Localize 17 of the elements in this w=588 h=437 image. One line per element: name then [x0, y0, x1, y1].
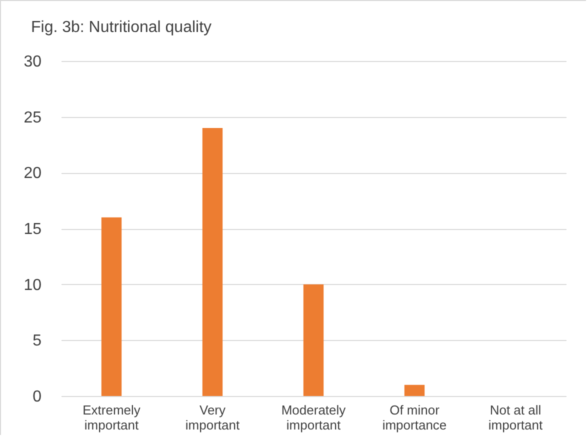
bar — [101, 217, 122, 396]
chart-title: Fig. 3b: Nutritional quality — [31, 19, 212, 36]
y-tick-label: 5 — [32, 332, 42, 350]
y-tick-label: 0 — [32, 388, 42, 406]
bar — [202, 128, 223, 396]
y-tick-label: 20 — [24, 165, 42, 182]
x-tick-label: Not at all important — [488, 402, 543, 432]
x-tick-label: Very important — [185, 402, 240, 432]
x-tick-label: Moderately important — [281, 402, 346, 432]
y-tick-label: 30 — [24, 54, 42, 70]
y-tick-label: 25 — [24, 109, 42, 126]
y-tick-label: 15 — [24, 221, 42, 238]
bar — [303, 284, 324, 396]
bar — [404, 384, 425, 396]
y-tick-label: 10 — [24, 276, 42, 294]
x-tick-label: Of minor importance — [382, 402, 447, 432]
x-tick-label: Extremely important — [82, 402, 141, 432]
